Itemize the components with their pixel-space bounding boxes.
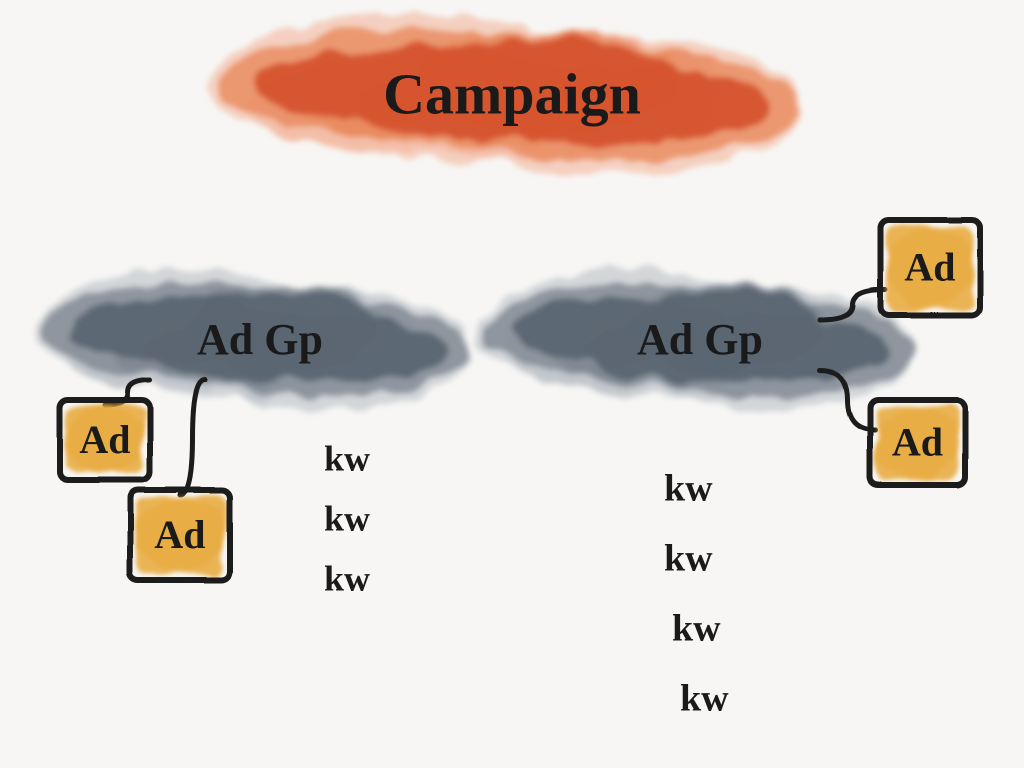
- keyword-item: kw: [324, 498, 370, 538]
- diagram-canvas: CampaignAd GpkwkwkwAdAdAd GpkwkwkwkwAdAd: [0, 0, 1024, 768]
- keyword-item: kw: [324, 438, 370, 478]
- keyword-item: kw: [664, 538, 713, 580]
- keyword-item: kw: [672, 608, 721, 650]
- keyword-item: kw: [324, 558, 370, 598]
- keyword-item: kw: [680, 678, 729, 720]
- keyword-item: kw: [664, 468, 713, 510]
